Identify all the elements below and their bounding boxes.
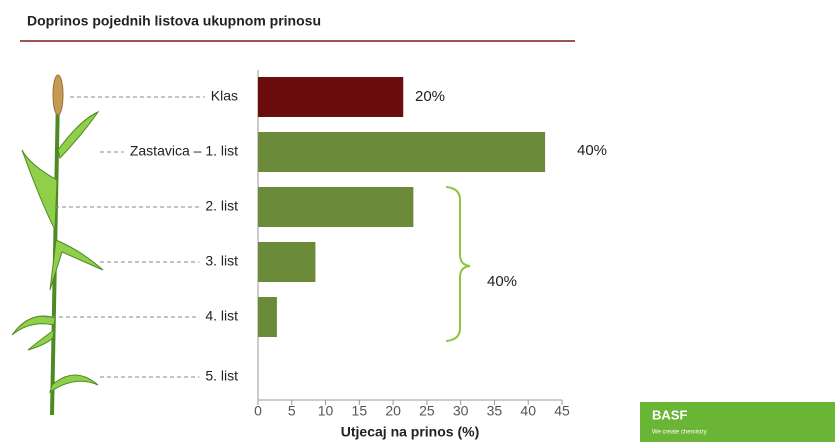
x-tick-label: 35 — [487, 403, 503, 419]
bar — [258, 77, 404, 117]
category-label: 2. list — [205, 198, 238, 214]
bar — [258, 297, 277, 337]
x-tick-label: 5 — [288, 403, 296, 419]
x-axis-title: Utjecaj na prinos (%) — [341, 424, 479, 440]
chart-title: Doprinos pojednih listova ukupnom prinos… — [27, 13, 321, 29]
category-label: Zastavica – 1. list — [130, 143, 238, 159]
category-label: Klas — [211, 88, 238, 104]
x-tick-label: 20 — [385, 403, 401, 419]
x-tick-label: 25 — [419, 403, 435, 419]
annotation: 40% — [577, 142, 607, 159]
bar — [258, 242, 316, 282]
logo-box — [640, 402, 835, 442]
bar — [258, 187, 414, 227]
x-tick-label: 40 — [520, 403, 536, 419]
plant — [11, 74, 104, 416]
category-label: 3. list — [205, 253, 238, 269]
annotation: 20% — [415, 88, 445, 105]
logo-name: BASF — [652, 407, 687, 422]
x-tick-label: 30 — [453, 403, 469, 419]
x-tick-label: 10 — [318, 403, 334, 419]
group-brace — [445, 186, 471, 342]
category-label: 4. list — [205, 308, 238, 324]
x-tick-label: 15 — [352, 403, 368, 419]
bar — [258, 132, 546, 172]
x-tick-label: 45 — [554, 403, 570, 419]
category-label: 5. list — [205, 368, 238, 384]
annotation: 40% — [487, 273, 517, 290]
logo-tagline: We create chemistry — [652, 430, 707, 436]
x-tick-label: 0 — [254, 403, 262, 419]
